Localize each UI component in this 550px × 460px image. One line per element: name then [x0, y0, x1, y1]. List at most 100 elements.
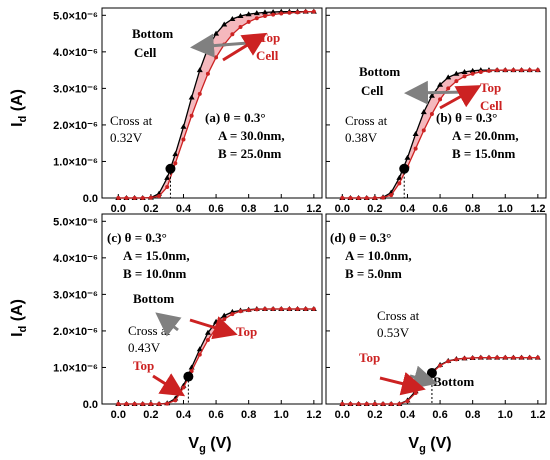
- top-cell-label: Top: [359, 350, 380, 365]
- data-point-top: [381, 195, 386, 200]
- data-point-top: [527, 355, 532, 360]
- data-point-bottom: [253, 10, 260, 16]
- x-tick-label: 0.0: [111, 409, 126, 421]
- x-axis-label-right: Vg (V): [408, 435, 451, 455]
- top-cell-label-2: Top: [133, 358, 154, 373]
- data-point-top: [519, 68, 524, 73]
- x-tick-label: 0.8: [241, 409, 256, 421]
- data-point-top: [311, 9, 316, 14]
- data-point-top: [511, 355, 516, 360]
- data-point-top: [197, 91, 202, 96]
- cross-label: 0.53V: [377, 325, 410, 340]
- top-arrow: [439, 85, 482, 110]
- data-point-top: [364, 402, 369, 406]
- top-cell-label: Cell: [256, 48, 279, 63]
- data-point-top: [189, 369, 194, 374]
- x-tick-label: 0.4: [400, 203, 416, 215]
- data-point-top: [478, 355, 483, 360]
- x-tick-label: 0.4: [176, 409, 192, 421]
- bottom-cell-label: Bottom: [433, 374, 474, 389]
- data-point-top: [124, 196, 129, 200]
- param-label: A = 10.0nm,: [345, 248, 412, 263]
- data-point-top: [295, 10, 300, 15]
- x-tick-label: 1.2: [530, 409, 545, 421]
- data-point-top: [238, 25, 243, 29]
- x-tick-label: 0.6: [208, 203, 223, 215]
- x-tick-label: 1.2: [306, 203, 321, 215]
- x-tick-label: 0.8: [465, 203, 480, 215]
- data-point-bottom: [229, 15, 236, 21]
- difference-band: [118, 11, 314, 199]
- cross-point: [399, 163, 410, 174]
- cross-label: Cross at: [377, 308, 420, 323]
- data-point-top: [389, 402, 394, 406]
- svg-text:Id (A): Id (A): [9, 89, 29, 127]
- x-tick-label: 1.0: [274, 203, 289, 215]
- chart-panel-3: 0.0 0.2 0.4 0.6 0.8 1.0 1.2 0.0 1.0×10⁻⁶ 2.0×10⁻⁶…: [53, 213, 323, 421]
- data-point-top: [519, 355, 524, 360]
- data-point-top: [535, 355, 540, 360]
- data-point-bottom: [396, 174, 403, 180]
- x-tick-label: 0.0: [335, 203, 350, 215]
- data-point-top: [271, 307, 276, 311]
- param-label: B = 10.0nm: [123, 266, 187, 281]
- data-point-top: [511, 68, 516, 73]
- param-label: A = 20.0nm,: [452, 128, 519, 143]
- cross-point: [165, 163, 176, 174]
- panel-title: (a) θ = 0.3°: [205, 110, 266, 125]
- data-point-top: [116, 402, 121, 406]
- bottom-arrow: [190, 33, 249, 58]
- data-point-top: [535, 68, 540, 73]
- data-point-top: [157, 402, 162, 406]
- data-point-top: [486, 68, 491, 73]
- x-tick-label: 0.8: [465, 409, 480, 421]
- data-point-top: [503, 68, 508, 73]
- x-tick-label: 0.2: [143, 203, 158, 215]
- data-point-bottom: [261, 9, 268, 15]
- data-point-top: [116, 196, 121, 200]
- cross-point: [183, 371, 194, 382]
- data-point-bottom: [428, 92, 435, 98]
- x-tick-label: 0.4: [400, 409, 416, 421]
- bottom-cell-label: Cell: [134, 45, 157, 60]
- plot-frame: [101, 213, 323, 405]
- param-label: B = 5.0nm: [345, 266, 402, 281]
- data-point-top: [132, 402, 137, 406]
- data-point-top: [246, 19, 251, 24]
- data-point-top: [254, 16, 259, 21]
- data-point-top: [340, 402, 345, 406]
- svg-text:Id (A): Id (A): [9, 299, 29, 337]
- data-point-top: [148, 402, 153, 406]
- bottom-cell-label: Cell: [361, 83, 384, 98]
- x-axis-label-left: Vg (V): [188, 435, 231, 455]
- x-tick-label: 0.2: [367, 203, 382, 215]
- panel-title: (b) θ = 0.3°: [436, 110, 497, 125]
- data-point-top: [454, 357, 459, 362]
- cross-label: 0.32V: [110, 130, 143, 145]
- top-arrow: [222, 32, 268, 62]
- data-point-top: [140, 196, 145, 200]
- data-point-top: [372, 196, 377, 200]
- data-point-top: [348, 196, 353, 200]
- data-point-top: [438, 363, 443, 368]
- data-point-bottom: [404, 154, 411, 160]
- y-tick-label: 4.0×10⁻⁶: [53, 253, 98, 265]
- data-point-bottom: [461, 68, 468, 74]
- x-tick-label: 1.0: [274, 409, 289, 421]
- data-point-bottom: [245, 11, 252, 17]
- data-point-top: [462, 74, 467, 79]
- data-point-bottom: [172, 151, 179, 157]
- y-axis-label-bottom: Id (A): [9, 299, 29, 337]
- data-point-top: [495, 68, 500, 73]
- data-point-top: [279, 11, 284, 16]
- data-point-top: [238, 309, 243, 314]
- bottom-cell-label: Bottom: [133, 291, 174, 306]
- data-point-top: [478, 69, 483, 74]
- data-point-top: [356, 196, 361, 200]
- panel-title: (c) θ = 0.3°: [107, 230, 167, 245]
- x-tick-label: 1.0: [498, 203, 513, 215]
- bottom-cell-label: Bottom: [132, 26, 173, 41]
- data-point-top: [486, 355, 491, 360]
- data-point-top: [462, 356, 467, 361]
- y-tick-label: 3.0×10⁻⁶: [53, 83, 98, 95]
